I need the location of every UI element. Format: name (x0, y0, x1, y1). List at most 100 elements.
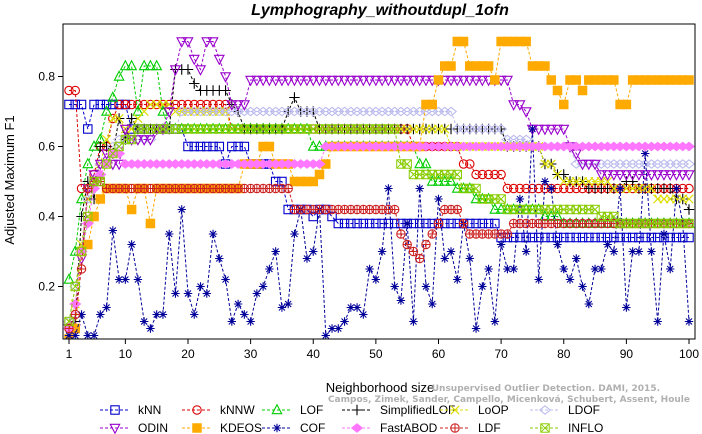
data-point-knnw (64, 85, 74, 96)
x-tick-label: 60 (432, 347, 446, 361)
data-point-ldf (408, 246, 419, 257)
data-point-inflo (126, 134, 137, 145)
legend-marker-cof (272, 423, 282, 433)
data-point-cof (428, 299, 437, 309)
data-point-cof (597, 264, 606, 274)
data-point-knn (64, 99, 74, 110)
data-point-knn (527, 232, 538, 243)
data-point-ldof (444, 106, 458, 117)
data-point-simplifiedlof (126, 113, 137, 124)
legend-marker-odin (109, 423, 121, 434)
data-point-knnw (189, 99, 200, 110)
data-point-knn (339, 218, 350, 229)
data-point-cof (603, 240, 612, 249)
legend-label: LOF (300, 403, 323, 417)
data-point-simplifiedlof (683, 204, 695, 215)
data-point-cof (496, 240, 506, 249)
data-point-odin (144, 135, 157, 146)
data-point-kdeos (314, 169, 325, 180)
series-line-lof (68, 65, 689, 280)
data-point-cof (615, 184, 625, 193)
data-point-lof (82, 157, 94, 169)
data-point-knn (101, 99, 112, 110)
data-point-knn (233, 141, 243, 152)
data-point-knnw (114, 99, 124, 110)
data-point-ldof (495, 124, 508, 134)
data-point-odin (282, 75, 294, 87)
data-point-odin (608, 170, 620, 181)
data-point-kdeos (145, 218, 156, 229)
data-point-odin (257, 75, 269, 87)
legend-marker-knnw (192, 405, 202, 415)
data-point-cof (415, 184, 424, 193)
data-point-lof (100, 105, 113, 116)
data-point-knn (239, 141, 250, 152)
data-point-kdeos (427, 99, 437, 110)
data-point-ldf (433, 218, 444, 229)
data-point-odin (670, 170, 683, 181)
data-point-ldf (414, 253, 425, 264)
legend-item-inflo: INFLO (530, 421, 603, 434)
data-point-knn (609, 232, 619, 243)
data-point-loop (440, 124, 450, 134)
data-point-odin (307, 75, 319, 87)
legend-label: ODIN (138, 421, 168, 434)
data-point-cof (484, 264, 493, 274)
data-point-ldf (70, 309, 81, 320)
data-point-knn (364, 218, 375, 229)
x-tick-label: 80 (557, 347, 571, 361)
data-point-cof (202, 289, 211, 298)
legend-marker-loop (450, 405, 460, 415)
data-point-lof (119, 59, 131, 71)
data-point-odin (533, 124, 545, 136)
data-point-odin (276, 75, 288, 87)
data-point-odin (576, 159, 589, 171)
data-point-odin (301, 75, 313, 87)
data-point-simplifiedlof (495, 123, 507, 135)
data-point-lof (126, 59, 138, 71)
data-point-lof (132, 105, 144, 116)
data-point-odin (370, 75, 382, 87)
data-point-cof (553, 240, 562, 249)
data-point-knn (621, 232, 632, 243)
data-point-knn (671, 232, 682, 243)
data-point-cof (258, 282, 268, 291)
data-point-odin (382, 75, 395, 87)
data-point-fastabod (113, 148, 126, 159)
data-point-cof (365, 264, 374, 274)
data-point-knn (627, 232, 638, 243)
data-point-ldf (502, 229, 513, 239)
data-point-knnw (684, 183, 694, 194)
data-point-odin (614, 170, 626, 181)
data-point-cof (302, 254, 312, 263)
data-point-kdeos (490, 75, 500, 85)
data-point-odin (182, 37, 194, 48)
data-point-simplifiedlof (627, 176, 638, 187)
data-point-fastabod (81, 218, 94, 229)
data-point-cof (346, 303, 356, 312)
data-point-odin (163, 107, 175, 118)
data-point-knn (490, 218, 500, 229)
data-point-odin (514, 100, 526, 111)
data-point-odin (401, 75, 413, 87)
series-cof (64, 124, 694, 339)
data-point-odin (188, 54, 200, 66)
data-point-cof (152, 310, 161, 319)
data-point-odin (595, 170, 607, 181)
legend-marker-knn (110, 405, 120, 415)
legend-label: LDF (478, 421, 501, 434)
data-point-knn (195, 141, 206, 152)
data-point-knn (183, 141, 193, 152)
data-point-odin (357, 75, 369, 87)
data-point-odin (194, 65, 207, 76)
data-point-cof (440, 254, 449, 263)
data-point-knnw (558, 183, 569, 194)
data-point-knnw (490, 169, 500, 180)
data-point-inflo (590, 204, 600, 215)
data-point-odin (464, 75, 476, 87)
data-point-kdeos (95, 194, 106, 204)
data-point-lof (138, 59, 150, 71)
data-point-cof (559, 264, 568, 274)
data-point-odin (620, 170, 632, 181)
data-point-fastabod (682, 141, 695, 152)
